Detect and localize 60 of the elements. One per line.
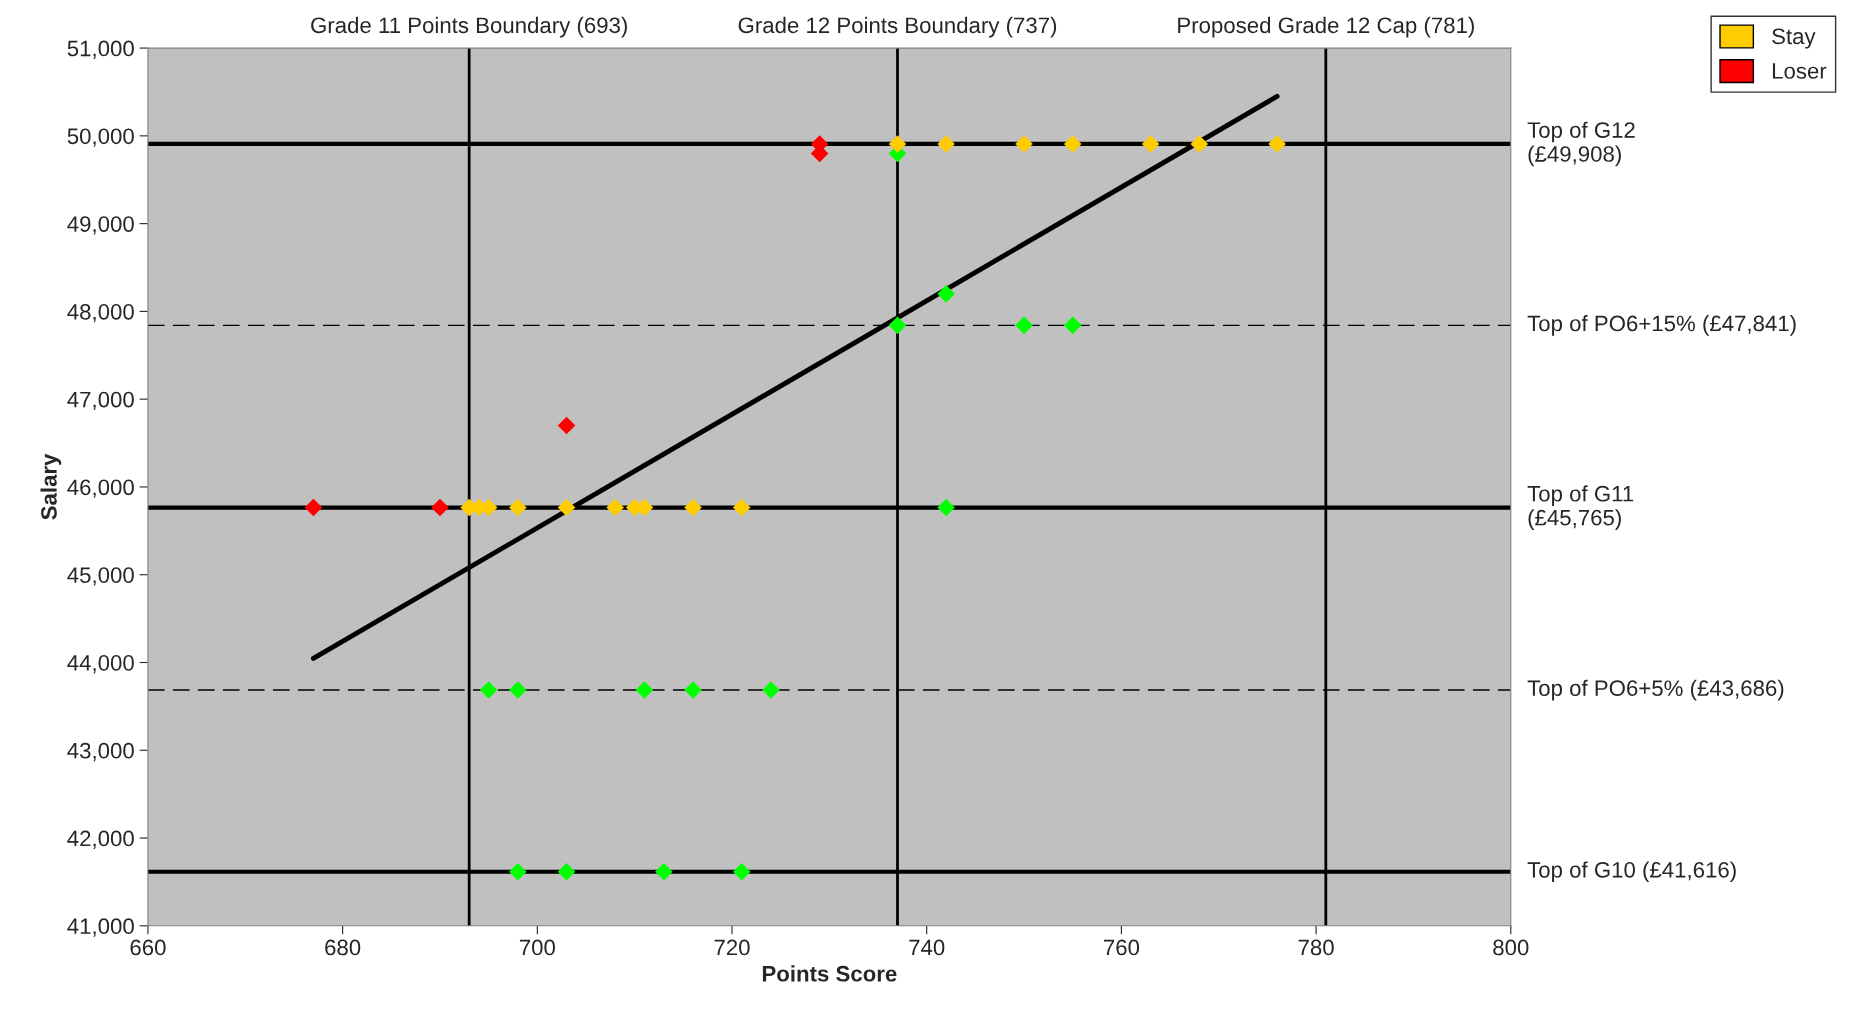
point <box>606 498 624 517</box>
point <box>509 862 527 881</box>
point <box>509 498 527 517</box>
ref-line-label: Top of G11 (£45,765) <box>1527 485 1634 530</box>
y-tick-label: 43,000 <box>67 742 134 762</box>
x-tick-label: 660 <box>130 939 166 956</box>
y-tick-label: 44,000 <box>67 655 134 674</box>
x-tick-label: 780 <box>1298 939 1334 956</box>
point <box>762 681 780 699</box>
x-tick-label: 680 <box>325 939 361 956</box>
y-tick-label: 47,000 <box>67 391 134 411</box>
point <box>888 135 907 153</box>
point <box>509 681 527 699</box>
point <box>1015 316 1033 335</box>
point <box>557 498 576 517</box>
point <box>937 135 955 153</box>
point <box>937 498 955 517</box>
point <box>479 681 498 699</box>
point <box>557 416 576 435</box>
point <box>304 498 323 517</box>
y-tick-label: 42,000 <box>67 830 134 849</box>
point <box>1063 135 1082 153</box>
ref-line-label: Top of PO6+15% (£47,841) <box>1527 315 1796 336</box>
x-tick-label: 700 <box>519 939 555 956</box>
point <box>1141 135 1160 153</box>
x-tick-label: 760 <box>1104 939 1140 956</box>
ref-line-label: Grade 11 Points Boundary (693) <box>311 16 627 38</box>
legend-label: Stay <box>1772 28 1816 49</box>
ref-line-label: Grade 12 Points Boundary (737) <box>738 16 1057 38</box>
point <box>937 285 955 303</box>
ref-line-label: Proposed Grade 12 Cap (781) <box>1178 16 1474 38</box>
point <box>732 498 751 517</box>
y-tick-label: 51,000 <box>67 40 134 59</box>
ref-line-label: Top of G10 (£41,616) <box>1527 861 1736 883</box>
y-tick-label: 46,000 <box>67 479 134 498</box>
x-tick-label: 740 <box>909 939 945 956</box>
y-tick-label: 41,000 <box>67 918 134 937</box>
point <box>557 862 576 881</box>
y-axis-title: Salary <box>40 453 62 520</box>
point <box>684 498 702 517</box>
y-tick-label: 48,000 <box>67 303 134 323</box>
y-tick-label: 49,000 <box>67 216 134 235</box>
y-tick-label: 45,000 <box>67 567 134 586</box>
point <box>1190 135 1209 153</box>
legend-label: Loser <box>1772 63 1827 79</box>
point <box>1268 135 1286 153</box>
x-axis-title: Points Score <box>762 965 897 982</box>
point <box>732 862 751 881</box>
x-tick-label: 800 <box>1493 939 1529 956</box>
point <box>1063 316 1082 335</box>
x-tick-label: 720 <box>714 939 750 956</box>
point <box>431 498 449 517</box>
point <box>684 681 702 699</box>
point <box>635 681 654 699</box>
point <box>1015 135 1033 153</box>
ref-line-label: Top of PO6+5% (£43,686) <box>1527 679 1784 701</box>
point <box>888 316 907 335</box>
point <box>655 862 673 881</box>
y-tick-label: 50,000 <box>67 128 134 147</box>
ref-line-label: Top of G12 (£49,908) <box>1527 121 1635 167</box>
